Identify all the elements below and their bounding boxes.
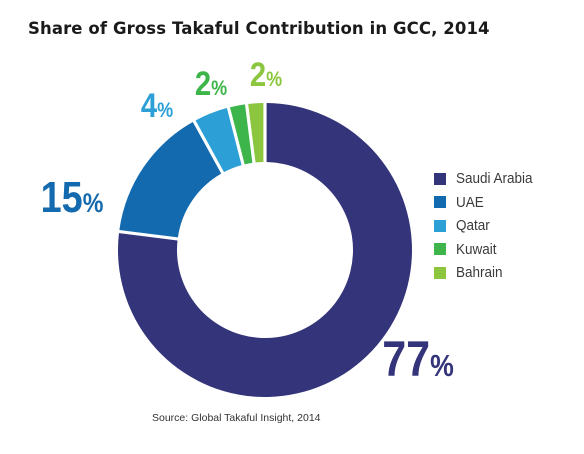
data-label-uae: 15% <box>41 172 104 221</box>
slice-saudi-arabia <box>117 103 412 398</box>
slice-uae <box>119 121 222 238</box>
slice-kuwait <box>229 104 253 165</box>
chart-title: Share of Gross Takaful Contribution in G… <box>28 19 490 38</box>
data-label-bahrain: 2% <box>250 55 282 94</box>
legend-item-saudi-arabia: Saudi Arabia <box>434 167 541 191</box>
legend-swatch <box>434 219 446 232</box>
legend-label: Kuwait <box>456 240 497 258</box>
legend-swatch <box>434 266 446 279</box>
donut-data-labels: 77% 15% 4% 2% 2% <box>41 55 454 387</box>
donut-slices <box>117 103 412 398</box>
source-note: Source: Global Takaful Insight, 2014 <box>152 412 321 424</box>
data-label-saudi-arabia: 77% <box>382 331 454 387</box>
slice-qatar <box>195 108 242 173</box>
legend-label: Qatar <box>456 217 490 235</box>
legend-swatch <box>434 172 446 185</box>
legend-label: UAE <box>456 193 484 211</box>
legend-swatch <box>434 243 446 256</box>
slice-bahrain <box>248 103 264 163</box>
data-label-qatar: 4% <box>141 86 173 125</box>
data-label-kuwait: 2% <box>195 64 227 103</box>
legend-item-kuwait: Kuwait <box>434 238 541 262</box>
legend-item-qatar: Qatar <box>434 214 541 238</box>
legend-item-bahrain: Bahrain <box>434 261 541 285</box>
legend-label: Bahrain <box>456 264 503 282</box>
legend-item-uae: UAE <box>434 191 541 215</box>
chart-legend: Saudi Arabia UAE Qatar Kuwait Bahrain <box>434 167 541 285</box>
legend-swatch <box>434 196 446 209</box>
legend-label: Saudi Arabia <box>456 170 533 188</box>
